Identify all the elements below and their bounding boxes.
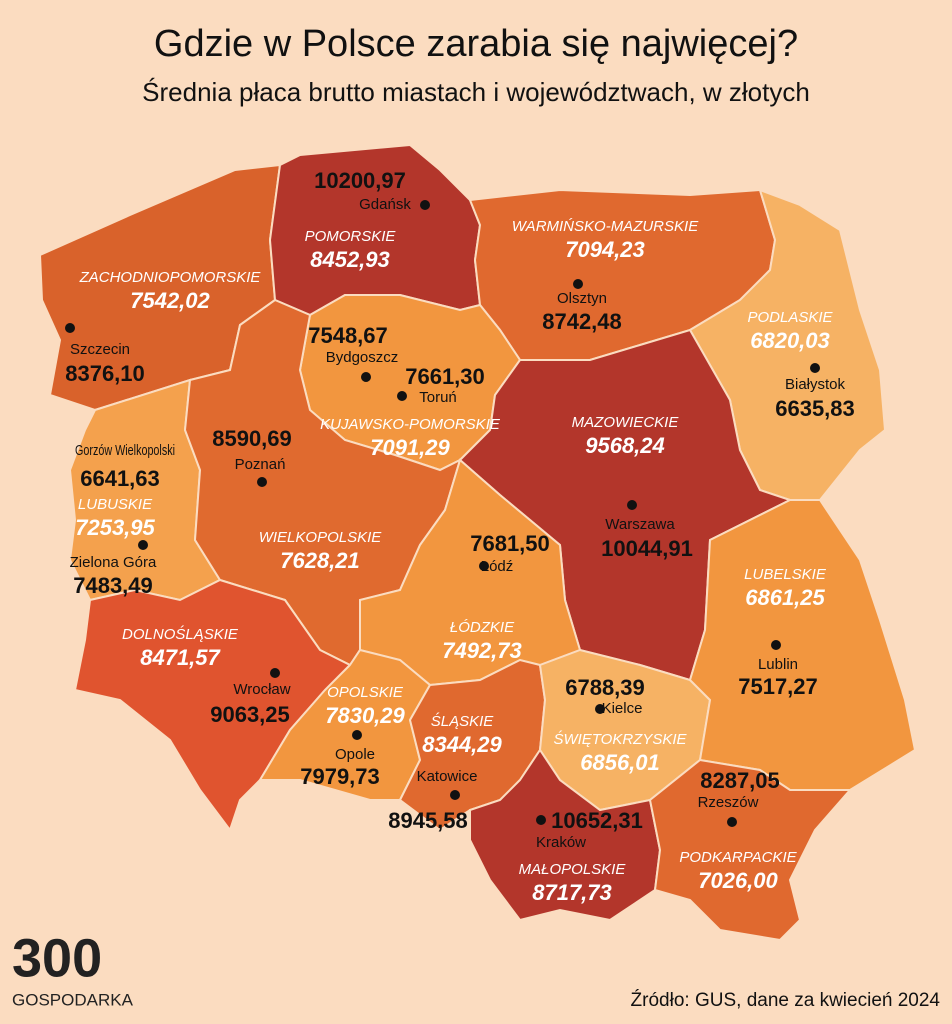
city-name: Zielona Góra — [70, 554, 157, 571]
region-name: MAZOWIECKIE — [572, 414, 680, 431]
city-value: 8590,69 — [212, 426, 292, 451]
region-name: PODLASKIE — [747, 309, 833, 326]
region-value: 7253,95 — [75, 515, 155, 540]
city-value: 7517,27 — [738, 674, 818, 699]
city-dot — [479, 561, 489, 571]
city-name: Kielce — [602, 700, 643, 717]
city-value: 7979,73 — [300, 764, 380, 789]
city-value: 10652,31 — [551, 808, 643, 833]
city-name: Warszawa — [605, 516, 675, 533]
city-name: Lublin — [758, 656, 798, 673]
region-name: LUBUSKIE — [78, 496, 153, 513]
region-name: ŁÓDZKIE — [450, 619, 515, 636]
city-dot — [138, 540, 148, 550]
city-dot — [420, 200, 430, 210]
city-value: 10044,91 — [601, 536, 693, 561]
city-value: 8742,48 — [542, 309, 622, 334]
region-name: DOLNOŚLĄSKIE — [122, 625, 239, 643]
title: Gdzie w Polsce zarabia się najwięcej? — [154, 23, 798, 65]
city-value: 10200,97 — [314, 168, 406, 193]
city-name: Gdańsk — [359, 196, 411, 213]
region-value: 9568,24 — [585, 433, 665, 458]
region-value: 6820,03 — [750, 328, 830, 353]
city-value: 7548,67 — [308, 323, 388, 348]
region-name: PODKARPACKIE — [679, 849, 797, 866]
city-dot — [595, 704, 605, 714]
region-name: POMORSKIE — [305, 228, 397, 245]
subtitle: Średnia płaca brutto miastach i wojewódz… — [142, 77, 810, 107]
region-value: 7091,29 — [370, 435, 450, 460]
city-value: 7681,50 — [470, 531, 550, 556]
city-dot — [361, 372, 371, 382]
labels: ZACHODNIOPOMORSKIE 7542,02 POMORSKIE 8452,9… — [65, 168, 855, 905]
city-dot — [270, 668, 280, 678]
city-name: Gorzów Wielkopolski — [75, 442, 175, 459]
city-value: 6641,63 — [80, 466, 160, 491]
region-name: ZACHODNIOPOMORSKIE — [79, 269, 262, 286]
region-name: MAŁOPOLSKIE — [519, 861, 627, 878]
region-name: KUJAWSKO-POMORSKIE — [320, 416, 501, 433]
region-name: WIELKOPOLSKIE — [259, 529, 383, 546]
city-dot — [257, 477, 267, 487]
region-name: OPOLSKIE — [327, 684, 404, 701]
city-value: 6635,83 — [775, 396, 855, 421]
region-value: 7492,73 — [442, 638, 522, 663]
region-value: 6861,25 — [745, 585, 825, 610]
city-name: Olsztyn — [557, 290, 607, 307]
city-name: Szczecin — [70, 341, 130, 358]
city-value: 8945,58 — [388, 808, 468, 833]
city-name: Opole — [335, 746, 375, 763]
region-value: 8344,29 — [422, 732, 502, 757]
city-name: Katowice — [417, 768, 478, 785]
city-value: 7661,30 — [405, 364, 485, 389]
region-value: 7830,29 — [325, 703, 405, 728]
source: Źródło: GUS, dane za kwiecień 2024 — [631, 990, 941, 1011]
region-value: 8717,73 — [532, 880, 612, 905]
region-name: WARMIŃSKO-MAZURSKIE — [512, 218, 699, 235]
city-dot — [397, 391, 407, 401]
city-name: Poznań — [235, 456, 286, 473]
city-dot — [352, 730, 362, 740]
city-name: Bydgoszcz — [326, 349, 399, 366]
city-name: Wrocław — [233, 681, 290, 698]
city-value: 6788,39 — [565, 675, 645, 700]
city-dot — [65, 323, 75, 333]
region-value: 7628,21 — [280, 548, 360, 573]
region-value: 8452,93 — [310, 247, 390, 272]
region-value: 7026,00 — [698, 868, 778, 893]
region-value: 7094,23 — [565, 237, 645, 262]
city-value: 8376,10 — [65, 361, 145, 386]
region-name: LUBELSKIE — [744, 566, 827, 583]
city-name: Rzeszów — [698, 794, 759, 811]
region-value: 7542,02 — [130, 288, 210, 313]
region-name: ŚLĄSKIE — [431, 712, 495, 730]
logo-number: 300 — [12, 928, 102, 988]
city-dot — [627, 500, 637, 510]
city-name: Łódź — [481, 558, 514, 575]
city-name: Toruń — [419, 389, 457, 406]
city-dot — [450, 790, 460, 800]
city-dot — [810, 363, 820, 373]
city-dot — [536, 815, 546, 825]
region-shape — [469, 748, 662, 922]
region-name: ŚWIĘTOKRZYSKIE — [553, 730, 687, 748]
region-value: 8471,57 — [140, 645, 221, 670]
region-value: 6856,01 — [580, 750, 660, 775]
city-value: 8287,05 — [700, 768, 780, 793]
city-name: Kraków — [536, 834, 586, 851]
logo-text: GOSPODARKA — [12, 990, 134, 1009]
city-dot — [727, 817, 737, 827]
city-dot — [771, 640, 781, 650]
region-shape — [648, 758, 853, 942]
regions — [38, 143, 917, 942]
city-name: Białystok — [785, 376, 846, 393]
city-dot — [573, 279, 583, 289]
city-value: 9063,25 — [210, 702, 290, 727]
city-value: 7483,49 — [73, 573, 153, 598]
